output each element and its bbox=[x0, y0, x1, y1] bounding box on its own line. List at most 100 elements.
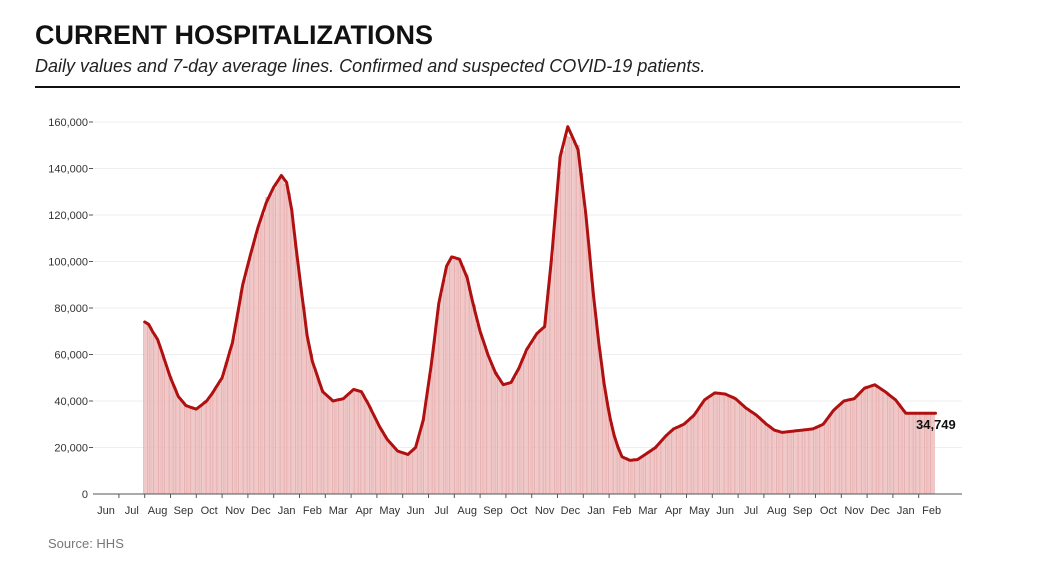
daily-bar bbox=[435, 317, 439, 495]
daily-bar bbox=[217, 383, 221, 495]
daily-bar bbox=[594, 319, 598, 495]
daily-bar bbox=[602, 380, 606, 495]
source-note: Source: HHS bbox=[48, 536, 124, 551]
daily-bar bbox=[679, 424, 683, 495]
daily-bar bbox=[320, 389, 325, 495]
daily-bar bbox=[757, 416, 761, 495]
daily-bar bbox=[668, 432, 672, 495]
daily-bar bbox=[624, 458, 628, 495]
daily-bar bbox=[209, 394, 214, 495]
daily-bar bbox=[620, 457, 624, 495]
daily-bar bbox=[158, 345, 162, 495]
daily-bar bbox=[258, 224, 262, 495]
daily-bar bbox=[850, 398, 854, 495]
daily-bar bbox=[838, 404, 843, 495]
daily-bar bbox=[794, 430, 798, 495]
daily-bar bbox=[639, 457, 643, 495]
daily-bar bbox=[317, 380, 321, 495]
x-tick-label: Sep bbox=[483, 505, 503, 517]
daily-bar bbox=[146, 323, 151, 495]
daily-bar bbox=[394, 449, 399, 495]
daily-bar bbox=[202, 402, 206, 495]
x-axis: Jun Jul Aug Sep Oct Nov Dec Jan Feb Mar Apr May Jun J… bbox=[93, 493, 962, 517]
daily-bar bbox=[465, 274, 469, 495]
daily-bar bbox=[339, 399, 343, 495]
daily-bar bbox=[702, 402, 706, 495]
daily-bar bbox=[631, 459, 635, 495]
daily-bar bbox=[739, 403, 743, 495]
daily-bar bbox=[831, 410, 835, 495]
daily-bar bbox=[454, 259, 458, 495]
daily-bar bbox=[731, 396, 735, 495]
daily-bar bbox=[557, 171, 561, 495]
y-tick-label: 160,000 bbox=[48, 117, 88, 129]
daily-bar bbox=[531, 340, 535, 495]
daily-bar bbox=[842, 400, 846, 495]
daily-bar bbox=[505, 383, 510, 495]
last-value-label: 34,749 bbox=[916, 417, 956, 432]
daily-bar bbox=[361, 393, 365, 495]
daily-bar bbox=[287, 192, 291, 495]
daily-bar bbox=[661, 439, 665, 495]
daily-bar bbox=[520, 358, 524, 495]
daily-bar bbox=[572, 139, 576, 495]
daily-bar bbox=[568, 137, 572, 495]
daily-bar bbox=[480, 335, 484, 495]
daily-bar bbox=[413, 447, 417, 495]
daily-bar bbox=[824, 420, 828, 495]
daily-bar bbox=[272, 188, 276, 495]
title-divider bbox=[35, 86, 960, 88]
x-tick-label: Dec bbox=[561, 505, 581, 517]
daily-bar bbox=[335, 400, 339, 495]
daily-bar bbox=[694, 411, 698, 495]
last-value-annotation: 34,749 bbox=[916, 417, 956, 432]
daily-bar bbox=[398, 451, 402, 495]
daily-bar bbox=[772, 428, 776, 495]
x-tick-label: Aug bbox=[767, 505, 787, 517]
x-tick-label: Oct bbox=[201, 505, 218, 517]
daily-bar bbox=[894, 401, 898, 495]
daily-bar bbox=[191, 408, 195, 495]
daily-bar bbox=[628, 460, 632, 495]
daily-bar bbox=[302, 306, 306, 495]
daily-bar bbox=[243, 279, 247, 495]
x-tick-label: Mar bbox=[638, 505, 657, 517]
daily-bar bbox=[180, 400, 184, 495]
daily-bar bbox=[705, 398, 709, 495]
daily-bar bbox=[346, 395, 350, 495]
daily-bar bbox=[483, 345, 487, 495]
x-tick-label: Jul bbox=[434, 505, 448, 517]
daily-bar bbox=[735, 399, 739, 495]
daily-bar bbox=[350, 392, 354, 495]
x-tick-label: Nov bbox=[844, 505, 864, 517]
daily-bar bbox=[583, 210, 587, 495]
daily-bar bbox=[187, 406, 191, 495]
daily-bar bbox=[642, 455, 646, 495]
x-tick-label: Apr bbox=[665, 505, 682, 517]
daily-bar bbox=[901, 409, 905, 495]
daily-bar bbox=[635, 459, 639, 495]
daily-bar bbox=[787, 430, 791, 495]
daily-bar bbox=[857, 394, 861, 495]
daily-bar bbox=[161, 355, 165, 495]
x-tick-label: Sep bbox=[174, 505, 194, 517]
daily-bar bbox=[369, 408, 373, 495]
daily-bar bbox=[646, 452, 650, 495]
daily-bar bbox=[764, 423, 769, 495]
chart-subtitle: Daily values and 7-day average lines. Co… bbox=[35, 56, 706, 76]
x-tick-label: Jan bbox=[587, 505, 605, 517]
daily-bar bbox=[439, 293, 443, 495]
daily-bar bbox=[517, 367, 521, 495]
daily-bar bbox=[450, 257, 454, 495]
daily-bar bbox=[665, 434, 669, 495]
y-tick-label: 60,000 bbox=[54, 350, 88, 362]
daily-bar bbox=[246, 263, 251, 495]
daily-bar bbox=[324, 394, 328, 495]
daily-bar bbox=[887, 393, 891, 495]
daily-bar bbox=[539, 329, 543, 495]
daily-bar bbox=[472, 304, 476, 495]
daily-bar bbox=[172, 386, 177, 495]
daily-bar bbox=[283, 183, 288, 495]
daily-bar bbox=[183, 404, 188, 495]
